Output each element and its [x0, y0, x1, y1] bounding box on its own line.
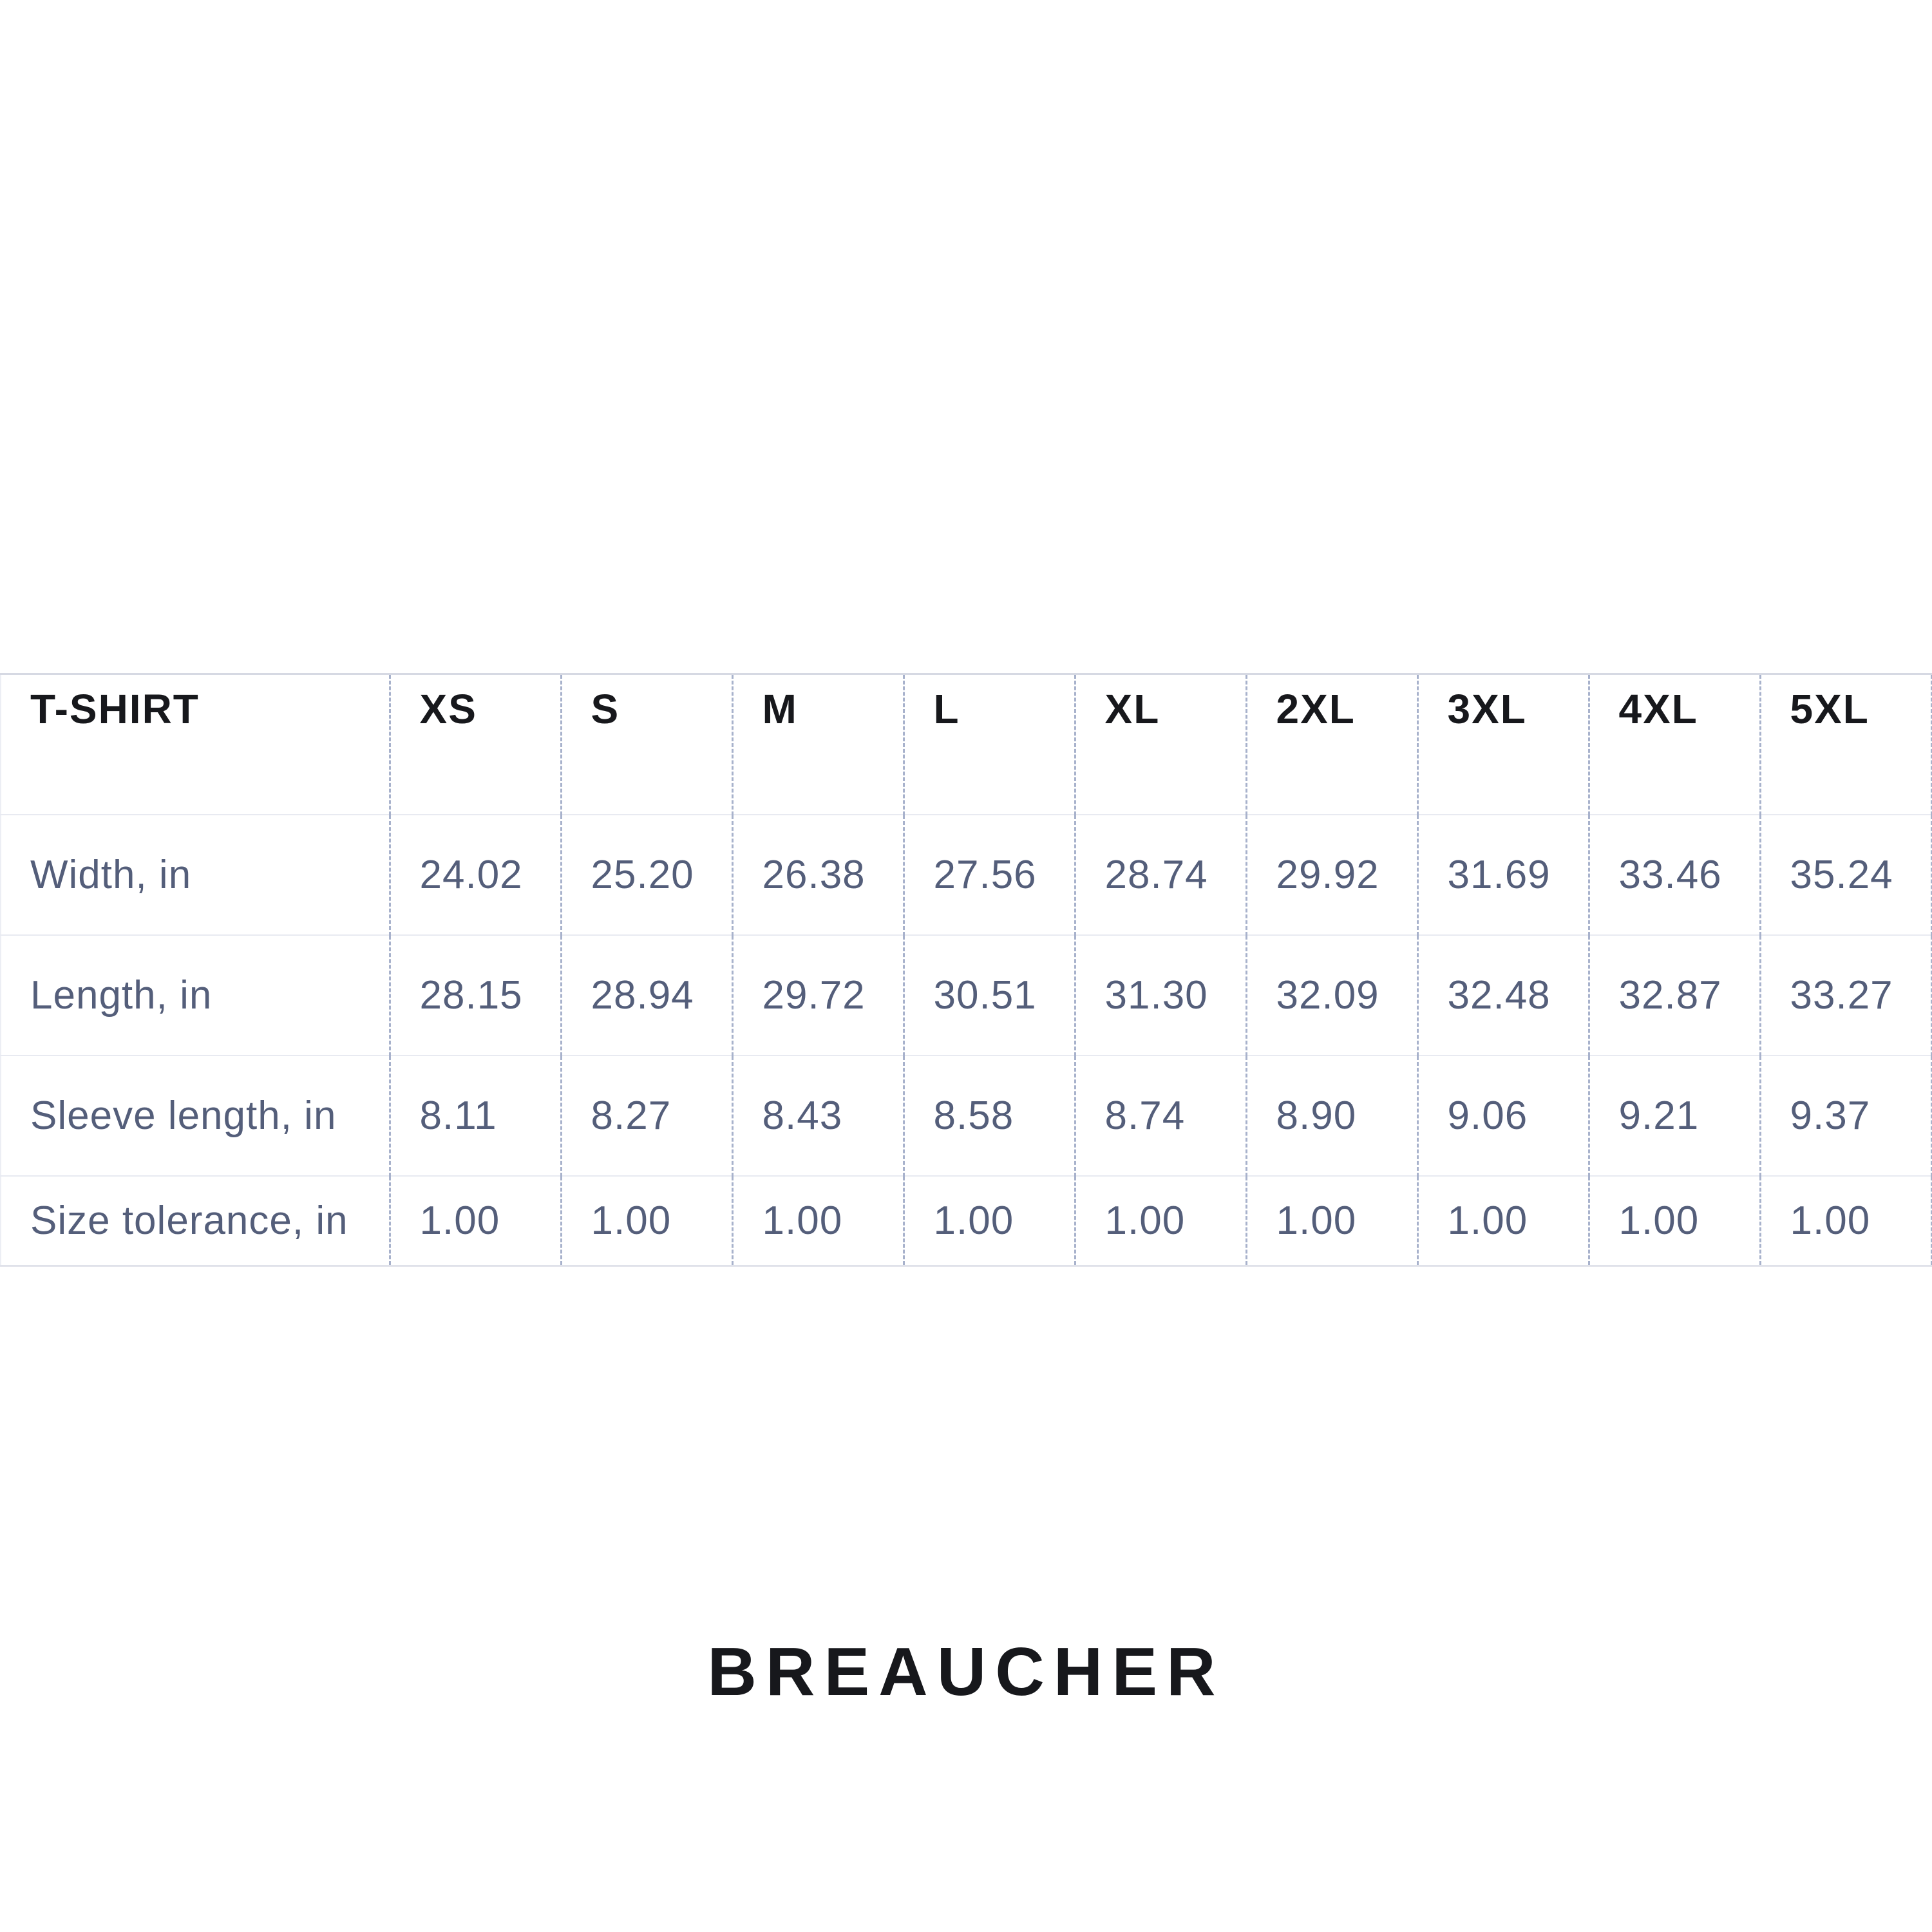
table-cell: 1.00 — [1587, 1176, 1760, 1267]
column-header-3xl: 3XL — [1416, 674, 1589, 815]
table-cell: 1.00 — [1074, 1176, 1246, 1267]
column-header-xl: XL — [1074, 674, 1246, 815]
table-cell: 8.90 — [1245, 1056, 1417, 1177]
table-row-width: Width, in 24.02 25.20 26.38 27.56 28.74 … — [1, 815, 1932, 936]
column-header-l: L — [902, 674, 1075, 815]
table-cell: 1.00 — [388, 1176, 561, 1267]
table-cell: 1.00 — [560, 1176, 732, 1267]
column-header-m: M — [731, 674, 904, 815]
table-cell: 29.92 — [1245, 815, 1417, 936]
table-cell: 24.02 — [388, 815, 561, 936]
table-cell: 9.21 — [1587, 1056, 1760, 1177]
table-cell: 26.38 — [731, 815, 904, 936]
table-title: T-SHIRT — [1, 674, 390, 815]
table-cell: 8.43 — [731, 1056, 904, 1177]
column-header-5xl: 5XL — [1759, 674, 1932, 815]
table-cell: 27.56 — [902, 815, 1075, 936]
row-label: Length, in — [1, 935, 390, 1056]
table-row-size-tolerance: Size tolerance, in 1.00 1.00 1.00 1.00 1… — [1, 1176, 1932, 1267]
table-cell: 35.24 — [1759, 815, 1932, 936]
table-cell: 1.00 — [1759, 1176, 1932, 1267]
row-label: Sleeve length, in — [1, 1056, 390, 1177]
table-cell: 9.06 — [1416, 1056, 1589, 1177]
table-cell: 8.74 — [1074, 1056, 1246, 1177]
table-cell: 28.74 — [1074, 815, 1246, 936]
table-cell: 1.00 — [731, 1176, 904, 1267]
table-cell: 28.94 — [560, 935, 732, 1056]
table-cell: 31.69 — [1416, 815, 1589, 936]
table-cell: 8.11 — [388, 1056, 561, 1177]
table-cell: 32.48 — [1416, 935, 1589, 1056]
table-cell: 1.00 — [1416, 1176, 1589, 1267]
column-header-xs: XS — [388, 674, 561, 815]
size-chart-table: T-SHIRT XS S M L XL 2XL 3XL 4XL 5XL Widt… — [0, 673, 1932, 1267]
header-row: T-SHIRT XS S M L XL 2XL 3XL 4XL 5XL — [1, 674, 1932, 815]
table-cell: 1.00 — [1245, 1176, 1417, 1267]
column-header-2xl: 2XL — [1245, 674, 1417, 815]
table-cell: 31.30 — [1074, 935, 1246, 1056]
table-cell: 28.15 — [388, 935, 561, 1056]
table-cell: 32.87 — [1587, 935, 1760, 1056]
table-cell: 33.27 — [1759, 935, 1932, 1056]
table-row-length: Length, in 28.15 28.94 29.72 30.51 31.30… — [1, 935, 1932, 1056]
table-cell: 25.20 — [560, 815, 732, 936]
column-header-s: S — [560, 674, 732, 815]
column-header-4xl: 4XL — [1587, 674, 1760, 815]
table-cell: 1.00 — [902, 1176, 1075, 1267]
table-cell: 30.51 — [902, 935, 1075, 1056]
table-cell: 8.27 — [560, 1056, 732, 1177]
table-cell: 29.72 — [731, 935, 904, 1056]
table-cell: 33.46 — [1587, 815, 1760, 936]
table-cell: 8.58 — [902, 1056, 1075, 1177]
table-cell: 9.37 — [1759, 1056, 1932, 1177]
row-label: Width, in — [1, 815, 390, 936]
row-label: Size tolerance, in — [1, 1176, 390, 1267]
table-row-sleeve-length: Sleeve length, in 8.11 8.27 8.43 8.58 8.… — [1, 1056, 1932, 1177]
brand-wordmark: BREAUCHER — [707, 1634, 1225, 1710]
table-cell: 32.09 — [1245, 935, 1417, 1056]
